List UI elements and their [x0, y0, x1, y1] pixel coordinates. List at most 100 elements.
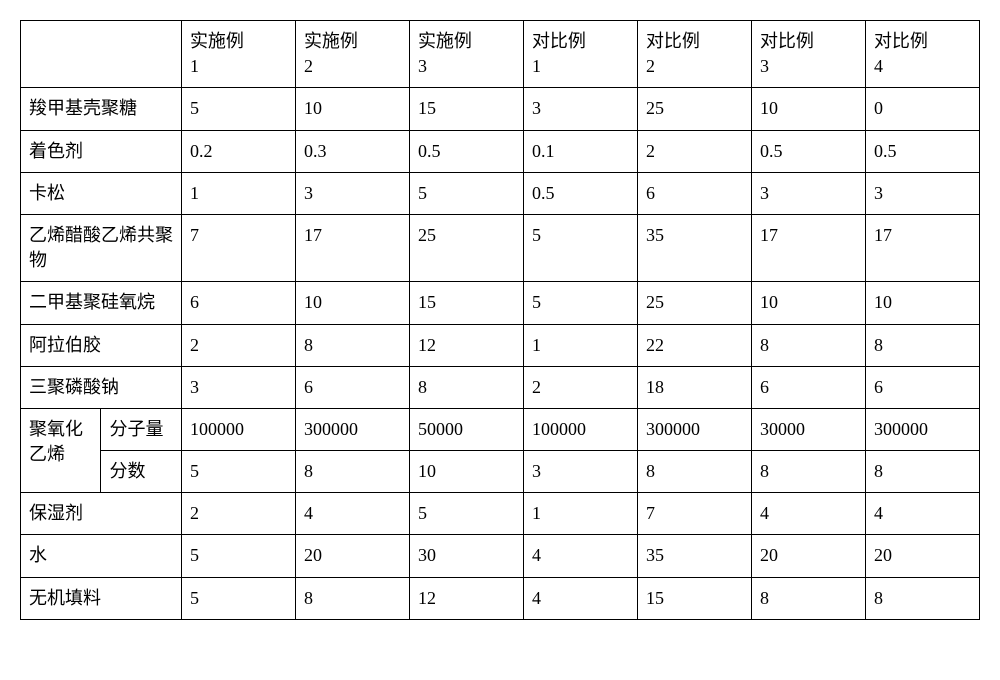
- cell: 20: [751, 535, 865, 577]
- cell: 10: [751, 282, 865, 324]
- cell: 4: [523, 577, 637, 619]
- cell: 10: [865, 282, 979, 324]
- cell: 100000: [523, 408, 637, 450]
- cell: 35: [637, 214, 751, 281]
- cell: 4: [865, 493, 979, 535]
- row-label: 无机填料: [21, 577, 182, 619]
- cell: 7: [181, 214, 295, 281]
- table-row: 阿拉伯胶 2 8 12 1 22 8 8: [21, 324, 980, 366]
- cell: 8: [751, 324, 865, 366]
- cell: 8: [637, 451, 751, 493]
- cell: 6: [637, 172, 751, 214]
- table-row: 水 5 20 30 4 35 20 20: [21, 535, 980, 577]
- row-label: 水: [21, 535, 182, 577]
- cell: 10: [295, 282, 409, 324]
- cell: 300000: [295, 408, 409, 450]
- row-label: 着色剂: [21, 130, 182, 172]
- cell: 0.5: [523, 172, 637, 214]
- cell: 15: [409, 282, 523, 324]
- cell: 7: [637, 493, 751, 535]
- cell: 18: [637, 366, 751, 408]
- cell: 6: [751, 366, 865, 408]
- cell: 6: [295, 366, 409, 408]
- cell: 12: [409, 324, 523, 366]
- cell: 5: [181, 535, 295, 577]
- cell: 5: [409, 172, 523, 214]
- table-row: 二甲基聚硅氧烷 6 10 15 5 25 10 10: [21, 282, 980, 324]
- cell: 8: [295, 324, 409, 366]
- col-header: 对比例4: [865, 21, 979, 88]
- table-row: 羧甲基壳聚糖 5 10 15 3 25 10 0: [21, 88, 980, 130]
- row-label: 三聚磷酸钠: [21, 366, 182, 408]
- cell: 100000: [181, 408, 295, 450]
- cell: 8: [295, 451, 409, 493]
- cell: 6: [865, 366, 979, 408]
- cell: 8: [751, 451, 865, 493]
- cell: 3: [523, 451, 637, 493]
- col-header: 对比例1: [523, 21, 637, 88]
- cell: 3: [865, 172, 979, 214]
- row-label: 乙烯醋酸乙烯共聚物: [21, 214, 182, 281]
- cell: 25: [637, 282, 751, 324]
- cell: 0.2: [181, 130, 295, 172]
- cell: 8: [751, 577, 865, 619]
- cell: 20: [295, 535, 409, 577]
- col-header: 实施例2: [295, 21, 409, 88]
- grouped-row-1: 聚氧化乙烯 分子量 100000 300000 50000 100000 300…: [21, 408, 980, 450]
- cell: 20: [865, 535, 979, 577]
- cell: 3: [295, 172, 409, 214]
- cell: 30: [409, 535, 523, 577]
- table-row: 无机填料 5 8 12 4 15 8 8: [21, 577, 980, 619]
- cell: 5: [181, 88, 295, 130]
- cell: 30000: [751, 408, 865, 450]
- cell: 3: [523, 88, 637, 130]
- col-header: 实施例1: [181, 21, 295, 88]
- cell: 5: [181, 577, 295, 619]
- grouped-row-2: 分数 5 8 10 3 8 8 8: [21, 451, 980, 493]
- cell: 1: [523, 493, 637, 535]
- cell: 1: [523, 324, 637, 366]
- cell: 10: [751, 88, 865, 130]
- cell: 4: [295, 493, 409, 535]
- cell: 5: [523, 282, 637, 324]
- cell: 1: [181, 172, 295, 214]
- row-label: 阿拉伯胶: [21, 324, 182, 366]
- row-label: 二甲基聚硅氧烷: [21, 282, 182, 324]
- cell: 25: [637, 88, 751, 130]
- sub-label: 分子量: [101, 408, 181, 450]
- table-row: 三聚磷酸钠 3 6 8 2 18 6 6: [21, 366, 980, 408]
- cell: 2: [523, 366, 637, 408]
- cell: 5: [523, 214, 637, 281]
- composition-table: 实施例1 实施例2 实施例3 对比例1 对比例2 对比例3 对比例4 羧甲基壳聚…: [20, 20, 980, 620]
- cell: 17: [295, 214, 409, 281]
- sub-label: 分数: [101, 451, 181, 493]
- cell: 17: [751, 214, 865, 281]
- group-label: 聚氧化乙烯: [21, 408, 101, 492]
- cell: 0.1: [523, 130, 637, 172]
- cell: 8: [295, 577, 409, 619]
- cell: 12: [409, 577, 523, 619]
- col-header: 对比例2: [637, 21, 751, 88]
- table-row: 保湿剂 2 4 5 1 7 4 4: [21, 493, 980, 535]
- table-row: 卡松 1 3 5 0.5 6 3 3: [21, 172, 980, 214]
- cell: 4: [523, 535, 637, 577]
- cell: 4: [751, 493, 865, 535]
- header-blank: [21, 21, 182, 88]
- cell: 300000: [865, 408, 979, 450]
- cell: 3: [751, 172, 865, 214]
- row-label: 羧甲基壳聚糖: [21, 88, 182, 130]
- table-row: 乙烯醋酸乙烯共聚物 7 17 25 5 35 17 17: [21, 214, 980, 281]
- cell: 3: [181, 366, 295, 408]
- cell: 15: [637, 577, 751, 619]
- cell: 0.5: [865, 130, 979, 172]
- row-label: 保湿剂: [21, 493, 182, 535]
- cell: 8: [865, 451, 979, 493]
- cell: 0: [865, 88, 979, 130]
- cell: 10: [295, 88, 409, 130]
- cell: 0.3: [295, 130, 409, 172]
- cell: 0.5: [409, 130, 523, 172]
- col-header: 实施例3: [409, 21, 523, 88]
- header-row: 实施例1 实施例2 实施例3 对比例1 对比例2 对比例3 对比例4: [21, 21, 980, 88]
- cell: 22: [637, 324, 751, 366]
- cell: 0.5: [751, 130, 865, 172]
